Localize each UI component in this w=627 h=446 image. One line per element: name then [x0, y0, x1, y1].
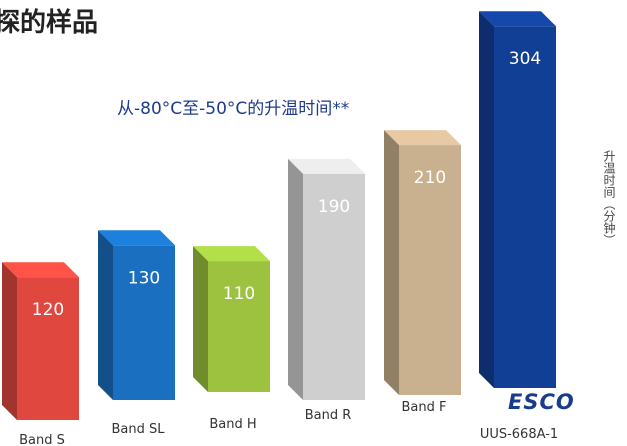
page-heading: 探的样品 [0, 8, 99, 38]
bar-uus-668a-1: 304 [479, 11, 556, 389]
bar-value-label: 190 [318, 197, 350, 217]
bar-front-face [208, 261, 270, 392]
bar-value-label: 210 [414, 168, 446, 188]
bar-front-face [303, 173, 365, 400]
bar-front-face [399, 145, 461, 395]
category-label: Band S [19, 433, 65, 446]
bar-front-face [494, 26, 556, 389]
bar-value-label: 130 [128, 268, 160, 288]
bar-side-face [288, 158, 303, 400]
category-label: Band H [209, 417, 256, 432]
bar-value-label: 304 [509, 49, 541, 69]
bar-top-face [2, 262, 79, 278]
bar-value-label: 120 [32, 300, 64, 320]
bar-band-s: 120 [2, 262, 79, 420]
y-axis-label: 升温时间（分钟） [602, 150, 616, 246]
category-label: Band SL [111, 422, 165, 437]
bar-band-sl: 130 [98, 230, 175, 400]
chart-title: 从-80°C至-50°C的升温时间** [117, 99, 350, 119]
bar-side-face [2, 262, 17, 420]
bar-value-label: 110 [223, 284, 255, 304]
bar-side-face [98, 230, 113, 400]
bar-top-face [193, 246, 270, 262]
bar-side-face [479, 11, 494, 389]
bar-side-face [384, 130, 399, 395]
bar-top-face [384, 130, 461, 146]
bar-band-h: 110 [193, 246, 270, 392]
category-label: UUS-668A-1 [480, 427, 558, 442]
bar-top-face [479, 11, 556, 27]
esco-logo: ESCO [508, 390, 575, 414]
bar-top-face [288, 158, 365, 174]
bar-top-face [98, 230, 175, 246]
bar-band-r: 190 [288, 158, 365, 400]
category-label: Band F [402, 400, 447, 415]
bar-front-face [17, 277, 79, 420]
category-label: Band R [305, 408, 352, 423]
bar-band-f: 210 [384, 130, 461, 395]
bar-front-face [113, 245, 175, 400]
bar-side-face [193, 246, 208, 392]
